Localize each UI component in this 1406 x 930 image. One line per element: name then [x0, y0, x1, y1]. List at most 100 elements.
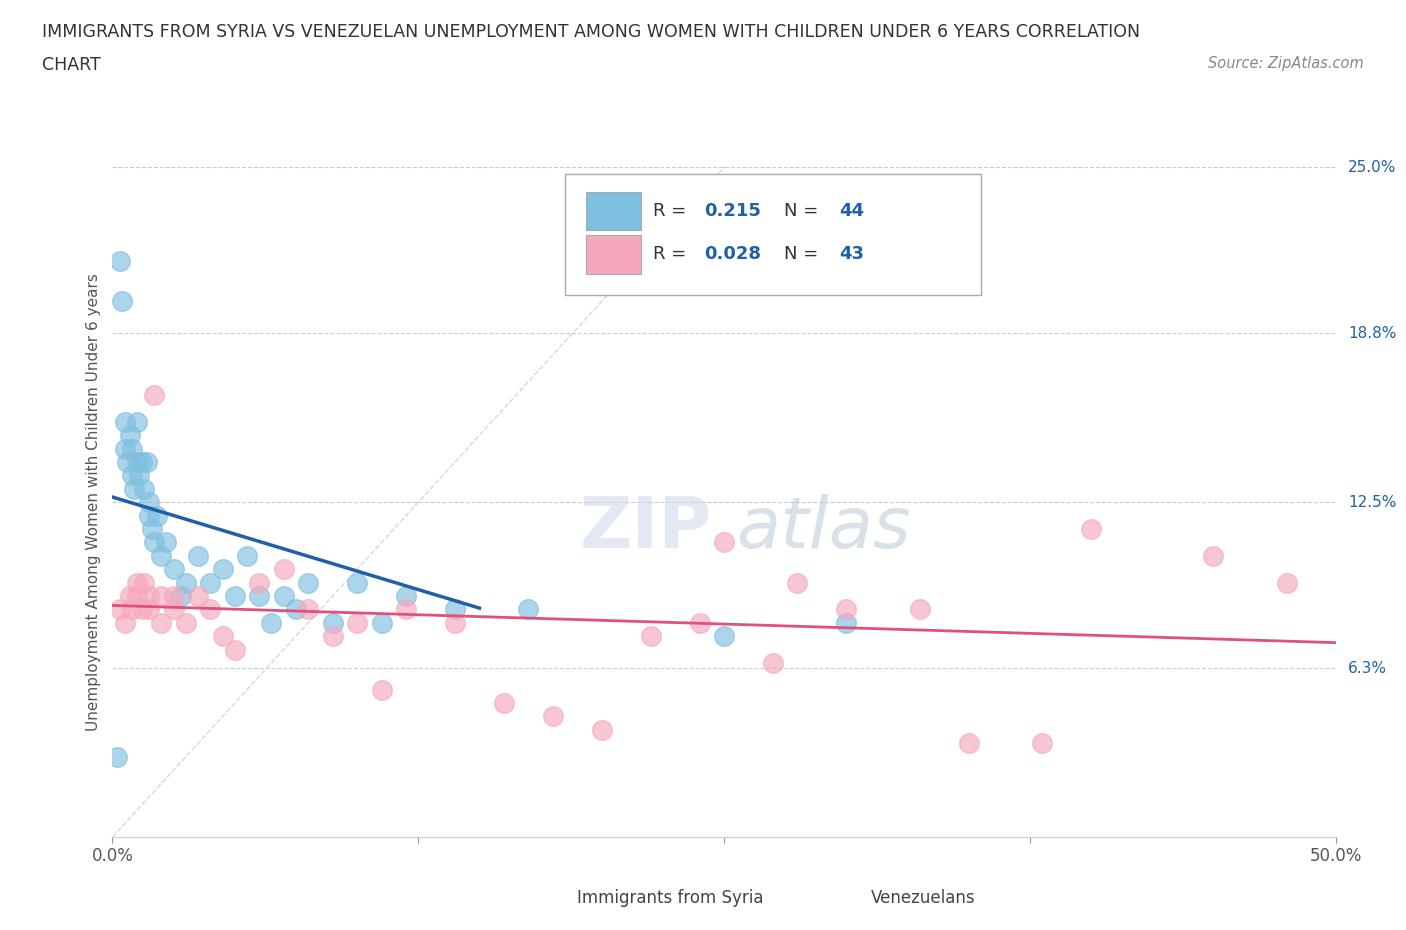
- Point: [143, 535, 166, 550]
- Point: [121, 441, 143, 456]
- Point: [138, 508, 160, 523]
- Point: [591, 723, 613, 737]
- Point: [224, 589, 246, 604]
- Text: IMMIGRANTS FROM SYRIA VS VENEZUELAN UNEMPLOYMENT AMONG WOMEN WITH CHILDREN UNDER: IMMIGRANTS FROM SYRIA VS VENEZUELAN UNEM…: [42, 23, 1140, 41]
- Point: [155, 535, 177, 550]
- Point: [908, 602, 931, 617]
- Point: [444, 602, 467, 617]
- Point: [187, 589, 209, 604]
- Point: [174, 575, 197, 590]
- Point: [370, 683, 392, 698]
- Point: [128, 468, 150, 483]
- Point: [1031, 736, 1053, 751]
- Text: Venezuelans: Venezuelans: [870, 889, 976, 907]
- Point: [170, 589, 193, 604]
- Point: [135, 455, 157, 470]
- Point: [492, 696, 515, 711]
- Point: [444, 616, 467, 631]
- FancyBboxPatch shape: [586, 235, 641, 273]
- Point: [111, 294, 134, 309]
- Point: [957, 736, 980, 751]
- Point: [236, 549, 259, 564]
- Text: 0.215: 0.215: [704, 202, 762, 219]
- Point: [835, 616, 858, 631]
- Point: [322, 629, 344, 644]
- Point: [346, 616, 368, 631]
- Point: [121, 468, 143, 483]
- Point: [786, 575, 808, 590]
- Point: [370, 616, 392, 631]
- Point: [143, 388, 166, 403]
- Point: [118, 428, 141, 443]
- Text: R =: R =: [654, 202, 692, 219]
- Text: CHART: CHART: [42, 56, 101, 73]
- Point: [138, 602, 160, 617]
- FancyBboxPatch shape: [513, 884, 568, 912]
- FancyBboxPatch shape: [586, 192, 641, 231]
- Point: [224, 642, 246, 657]
- Point: [1202, 549, 1225, 564]
- Point: [297, 575, 319, 590]
- Point: [640, 629, 662, 644]
- Point: [163, 589, 186, 604]
- Point: [211, 629, 233, 644]
- Point: [297, 602, 319, 617]
- Point: [260, 616, 283, 631]
- Point: [131, 455, 153, 470]
- Point: [322, 616, 344, 631]
- Point: [835, 602, 858, 617]
- Point: [187, 549, 209, 564]
- Point: [200, 575, 222, 590]
- Point: [541, 709, 564, 724]
- Point: [134, 482, 156, 497]
- Point: [150, 616, 173, 631]
- Text: 18.8%: 18.8%: [1348, 326, 1396, 341]
- Point: [273, 589, 295, 604]
- Text: Immigrants from Syria: Immigrants from Syria: [578, 889, 763, 907]
- Point: [150, 549, 173, 564]
- Text: atlas: atlas: [737, 495, 911, 564]
- Point: [121, 602, 143, 617]
- Point: [689, 616, 711, 631]
- Text: 12.5%: 12.5%: [1348, 495, 1396, 510]
- Point: [174, 616, 197, 631]
- FancyBboxPatch shape: [565, 174, 981, 295]
- Point: [108, 254, 131, 269]
- Point: [125, 589, 148, 604]
- Point: [138, 495, 160, 510]
- Text: 44: 44: [839, 202, 865, 219]
- Point: [163, 602, 186, 617]
- Point: [114, 415, 136, 430]
- Point: [211, 562, 233, 577]
- Point: [247, 589, 270, 604]
- Point: [346, 575, 368, 590]
- Point: [395, 589, 418, 604]
- Point: [1080, 522, 1102, 537]
- Point: [517, 602, 540, 617]
- Point: [108, 602, 131, 617]
- Point: [138, 589, 160, 604]
- Point: [115, 455, 138, 470]
- Text: N =: N =: [785, 202, 824, 219]
- Point: [713, 629, 735, 644]
- Point: [124, 482, 146, 497]
- Text: ZIP: ZIP: [579, 495, 711, 564]
- Point: [134, 575, 156, 590]
- Point: [762, 656, 785, 671]
- Point: [145, 508, 167, 523]
- Point: [200, 602, 222, 617]
- Point: [1275, 575, 1298, 590]
- Point: [713, 535, 735, 550]
- Point: [131, 602, 153, 617]
- Point: [395, 602, 418, 617]
- Text: 43: 43: [839, 246, 865, 263]
- Point: [125, 415, 148, 430]
- Point: [150, 589, 173, 604]
- Point: [273, 562, 295, 577]
- Text: 25.0%: 25.0%: [1348, 160, 1396, 175]
- Point: [163, 562, 186, 577]
- Text: N =: N =: [785, 246, 824, 263]
- Point: [247, 575, 270, 590]
- Text: 0.028: 0.028: [704, 246, 762, 263]
- Point: [118, 589, 141, 604]
